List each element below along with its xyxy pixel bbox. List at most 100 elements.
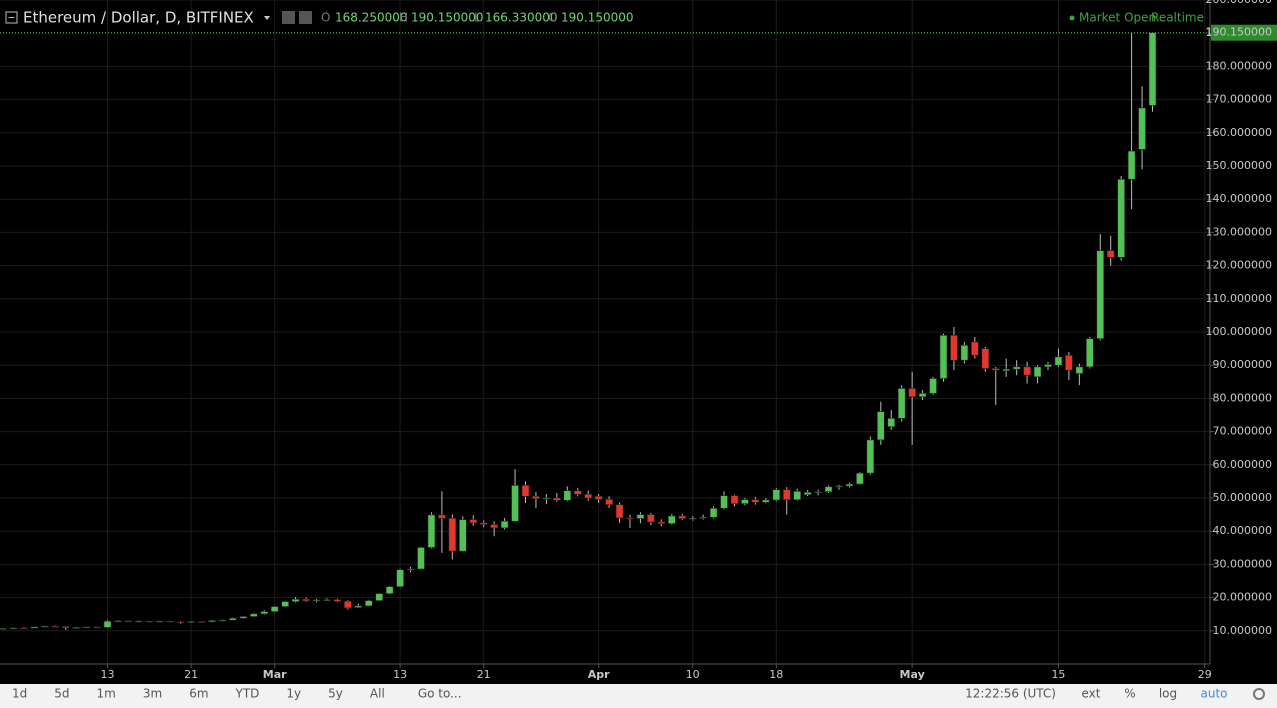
range-button[interactable]: YTD [235,687,260,701]
y-tick-label: 90.000000 [1213,358,1273,371]
candle-body [176,621,185,624]
symbol-title[interactable]: Ethereum / Dollar, D, BITFINEX [23,9,254,27]
feed-status: Realtime [1151,11,1204,25]
candle-body [835,485,843,488]
range-button[interactable]: 5y [328,687,343,701]
range-button[interactable]: 1y [286,687,301,701]
y-tick-label: 80.000000 [1213,391,1273,404]
candle-body [741,499,749,504]
candle-body [124,620,133,623]
settings-icon[interactable] [299,11,312,24]
candle-body [521,485,530,497]
x-tick-label: 29 [1198,668,1212,681]
candle-body [1065,354,1073,371]
candle-body [490,524,498,529]
option-button[interactable]: ext [1082,687,1101,701]
range-button[interactable]: 1d [12,687,27,701]
candle-body [626,517,634,520]
candle-body [1002,368,1011,372]
candle-body [657,521,666,524]
candle-body [971,341,979,356]
candle-body [929,378,937,394]
candle-body [782,489,791,500]
candle-body [20,627,28,630]
candle-body [51,625,60,628]
candle-body [187,621,195,623]
candle-body [751,499,760,503]
candle-body [553,497,561,501]
y-tick-label: 70.000000 [1213,425,1273,438]
candle-body [385,586,394,594]
candle-body [354,605,363,608]
x-tick-label: May [900,668,925,681]
eye-icon[interactable] [282,11,295,24]
candle-body [1033,366,1042,378]
candle-body [208,620,216,623]
candle-body [93,626,101,629]
y-tick-label: 50.000000 [1213,491,1273,504]
candle-body [1106,250,1115,258]
y-tick-label: 160.000000 [1206,126,1272,139]
symbol-dropdown[interactable] [264,16,270,20]
candle-body [876,411,885,441]
y-tick-label: 10.000000 [1213,624,1273,637]
candle-body [1138,107,1146,150]
open-label: O [321,11,330,25]
x-tick-label: Mar [263,668,287,681]
candle-body [793,491,802,500]
candle-body [40,625,49,628]
candle-body [887,418,896,427]
candle-body [908,388,916,398]
close-value: 190.150000 [561,11,634,25]
candle-body [532,496,540,499]
range-button[interactable]: 5d [54,687,69,701]
settings-gear[interactable] [1253,688,1265,700]
goto-button[interactable]: Go to... [418,687,462,701]
candle-body [803,492,812,495]
candle-body [500,520,509,529]
candle-body [0,628,7,630]
candle-body [845,483,854,487]
time-label: 12:22:56 (UTC) [965,687,1056,701]
last-price-label: 190.150000 [1206,26,1272,39]
option-button[interactable]: % [1124,687,1135,701]
candle-body [9,627,18,630]
option-button[interactable]: auto [1200,687,1227,701]
range-button[interactable]: 6m [189,687,208,701]
y-tick-label: 40.000000 [1213,524,1273,537]
candle-body [30,626,39,629]
candle-body [427,514,436,548]
candle-body [375,593,384,601]
candle-body [772,489,781,501]
candle-body [61,626,70,629]
candle-body [114,620,122,623]
candle-body [1012,366,1021,370]
candle-body [866,439,875,474]
option-button[interactable]: log [1159,687,1177,701]
candle-body [438,514,446,519]
status-dot [1069,15,1075,21]
candle-body [1054,356,1063,366]
candle-body [542,497,551,500]
candle-body [250,613,258,617]
candle-body [918,393,927,398]
candle-body [688,517,697,520]
x-tick-label: Apr [588,668,610,681]
y-tick-label: 60.000000 [1213,458,1273,471]
range-button[interactable]: 3m [143,687,162,701]
y-tick-label: 170.000000 [1206,93,1272,106]
candle-body [479,522,488,525]
y-tick-label: 30.000000 [1213,557,1273,570]
candle-body [960,344,969,361]
candle-body [166,620,174,623]
candle-body [291,598,300,602]
x-tick-label: 18 [769,668,783,681]
range-button[interactable]: All [370,687,385,701]
candle-body [82,626,91,629]
range-button[interactable]: 1m [97,687,116,701]
candle-body [364,600,373,607]
candle-body [458,519,467,552]
collapse-icon[interactable] [5,11,18,24]
last-price-box [1211,24,1277,41]
candle-body [1023,366,1031,376]
